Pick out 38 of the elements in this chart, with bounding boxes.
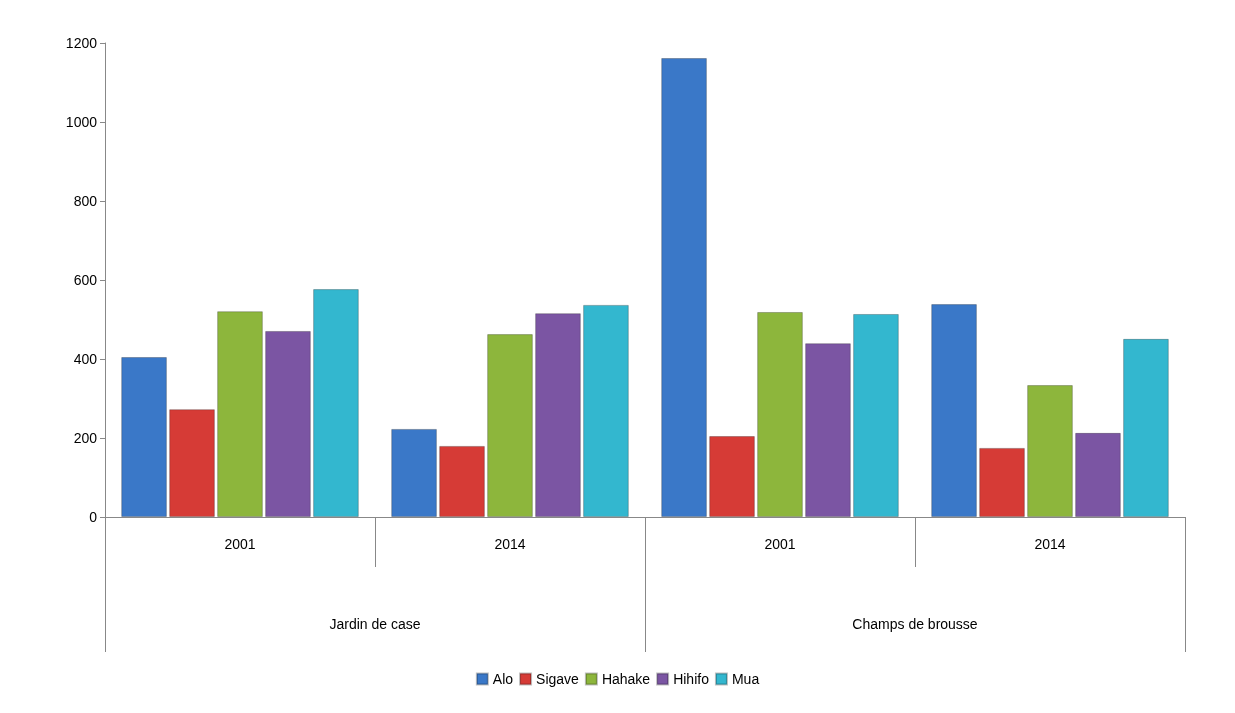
legend-label: Mua [731, 671, 760, 687]
bar [979, 447, 1025, 517]
x-tick-label: 2014 [494, 536, 526, 552]
bar [439, 445, 485, 517]
bar [121, 357, 167, 517]
legend-label: Hahake [601, 671, 651, 687]
text: Jardin de case [329, 616, 421, 632]
bar [217, 311, 263, 517]
x-tick-label: 2014 [1034, 536, 1066, 552]
y-tick-label: 800 [73, 193, 98, 209]
legend-label: Hihifo [673, 671, 710, 687]
bar [661, 58, 707, 517]
bar [1123, 338, 1169, 517]
y-tick-label: 600 [73, 272, 98, 288]
x-tick-label: 2001 [764, 536, 796, 552]
bar [313, 289, 359, 517]
y-tick-label: 1200 [65, 35, 98, 51]
bar [1027, 385, 1073, 517]
x-tick-label: 2001 [224, 536, 256, 552]
bar [709, 436, 755, 517]
bar [1075, 432, 1121, 517]
bar [487, 334, 533, 517]
bar [805, 343, 851, 517]
y-tick-label: 400 [73, 351, 98, 367]
bar [265, 330, 311, 517]
bar [535, 313, 581, 517]
legend-label: Sigave [536, 671, 580, 687]
legend-label: Alo [492, 671, 514, 687]
y-tick-label: 200 [73, 430, 98, 446]
bar [853, 313, 899, 517]
bar [391, 428, 437, 517]
bar [757, 312, 803, 517]
y-tick-label: 1000 [65, 114, 98, 130]
y-tick-label: 0 [89, 509, 98, 525]
bar [583, 304, 629, 517]
bar [931, 304, 977, 517]
bar [169, 409, 215, 517]
text: Champs de brousse [852, 616, 978, 632]
